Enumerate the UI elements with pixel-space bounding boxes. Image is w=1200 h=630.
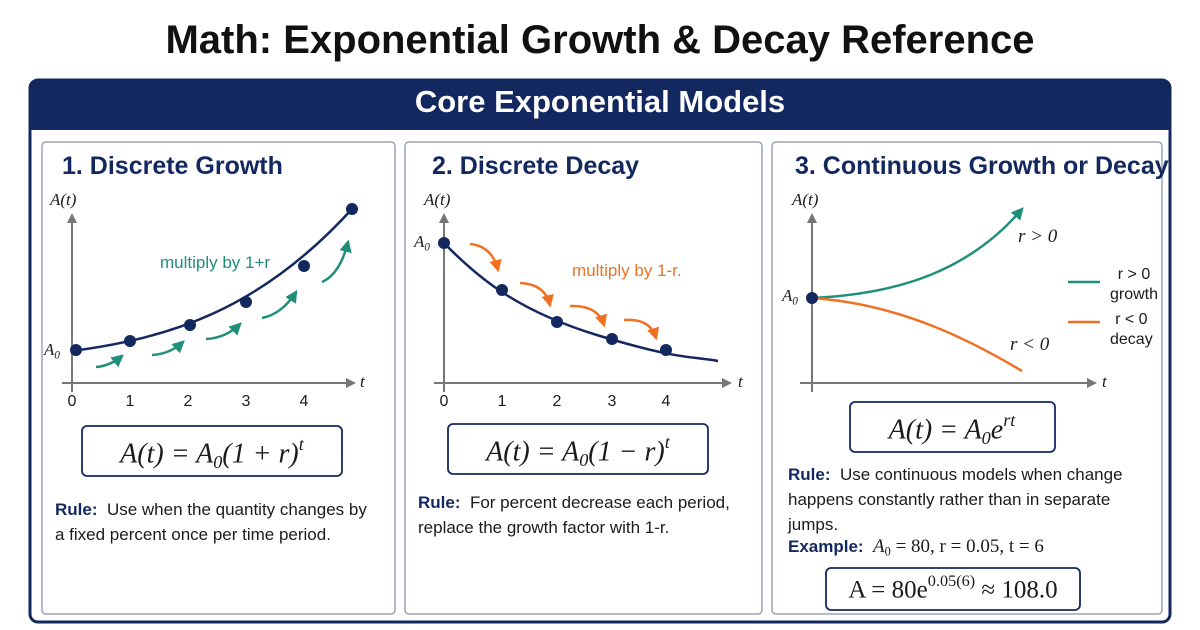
rule-label: Rule: <box>788 465 831 484</box>
panel-heading: 2. Discrete Decay <box>432 152 640 180</box>
formula-part: A(t) = A <box>120 438 214 470</box>
formula-sub: 0 <box>981 428 991 449</box>
example-sub: 0 <box>884 544 891 559</box>
rule: Rule: For percent decrease each period, … <box>418 490 738 540</box>
example: Example: A0 = 80, r = 0.05, t = 6 <box>788 536 1044 560</box>
title: Math: Exponential Growth & Decay Referen… <box>165 18 1035 62</box>
panels <box>41 141 1163 615</box>
x-tick-label: 3 <box>241 393 251 410</box>
formula-sub: 0 <box>213 452 223 473</box>
start-label: A0 <box>44 340 60 361</box>
formula-part: A(t) = A <box>888 414 982 446</box>
rule-label: Rule: <box>418 493 461 512</box>
x-tick-label: 0 <box>67 393 77 410</box>
curve-label: r < 0 <box>1010 334 1050 355</box>
start-label: A0 <box>414 232 430 253</box>
x-tick-label: 2 <box>552 393 562 410</box>
start-base: A <box>44 340 55 359</box>
x-tick-label: 4 <box>299 393 309 410</box>
formula-part: A(t) = A <box>486 436 580 468</box>
plot-growth <box>62 203 358 392</box>
plot-continuous <box>800 207 1100 392</box>
banner-title: Core Exponential Models <box>414 84 786 119</box>
x-tick-label: 3 <box>607 393 617 410</box>
annotation: multiply by 1+r <box>160 253 271 272</box>
formula-sub: 0 <box>579 450 589 471</box>
legend-name: growth <box>1110 286 1159 303</box>
formula-sup: t <box>664 432 670 452</box>
legend-symbol: r > 0 <box>1117 266 1151 283</box>
banner-bg <box>30 80 1170 130</box>
x-axis-label: t <box>1102 372 1107 391</box>
formula: A(t) = A0(1 + r)t <box>120 434 304 473</box>
formula-part: (1 − r) <box>588 436 665 468</box>
panel-heading: 3. Continuous Growth or Decay <box>795 152 1169 180</box>
x-tick-label: 4 <box>661 393 671 410</box>
start-base: A <box>782 286 793 305</box>
result: A = 80e0.05(6) ≈ 108.0 <box>848 572 1057 604</box>
rule-text: For percent decrease each period, replac… <box>418 493 730 537</box>
y-axis-label: A(t) <box>792 190 819 209</box>
formula-boxes <box>81 401 1081 611</box>
formula-sup: t <box>298 434 304 454</box>
curve-label: r > 0 <box>1018 226 1058 247</box>
formula-part: (1 + r) <box>222 438 299 470</box>
legend-name: decay <box>1110 331 1153 348</box>
legend-entry: r > 0 growth <box>1110 265 1158 305</box>
panel-heading: 1. Discrete Growth <box>62 152 283 180</box>
result-sup: 0.05(6) <box>927 572 976 590</box>
x-tick-label: 1 <box>125 393 135 410</box>
formula-sup: rt <box>1003 410 1016 430</box>
y-axis-label: A(t) <box>424 190 451 209</box>
x-tick-label: 1 <box>497 393 507 410</box>
example-base: A <box>873 536 885 557</box>
example-text: = 80, r = 0.05, t = 6 <box>890 536 1044 557</box>
legend-symbol: r < 0 <box>1115 311 1148 328</box>
rule: Rule: Use when the quantity changes by a… <box>55 497 380 547</box>
result-part: ≈ 108.0 <box>975 576 1058 604</box>
legend-entry: r < 0 decay <box>1110 310 1153 350</box>
rule: Rule: Use continuous models when change … <box>788 462 1148 537</box>
result-part: A = 80e <box>848 576 928 604</box>
start-label: A0 <box>782 286 798 307</box>
x-tick-label: 2 <box>183 393 193 410</box>
example-label: Example: <box>788 537 864 556</box>
start-sub: 0 <box>54 349 60 362</box>
formula: A(t) = A0(1 − r)t <box>486 432 670 471</box>
start-base: A <box>414 232 425 251</box>
formula: A(t) = A0ert <box>889 410 1016 449</box>
x-axis-label: t <box>738 372 743 391</box>
x-tick-label: 0 <box>439 393 449 410</box>
rule-text: Use continuous models when change happen… <box>788 465 1123 534</box>
y-axis-label: A(t) <box>50 190 77 209</box>
annotation: multiply by 1-r. <box>572 261 682 280</box>
plot-decay <box>434 213 732 392</box>
rule-text: Use when the quantity changes by a fixed… <box>55 500 367 544</box>
x-axis-label: t <box>360 372 365 391</box>
start-sub: 0 <box>792 295 798 308</box>
start-sub: 0 <box>424 241 430 254</box>
formula-part: e <box>990 414 1004 446</box>
rule-label: Rule: <box>55 500 98 519</box>
